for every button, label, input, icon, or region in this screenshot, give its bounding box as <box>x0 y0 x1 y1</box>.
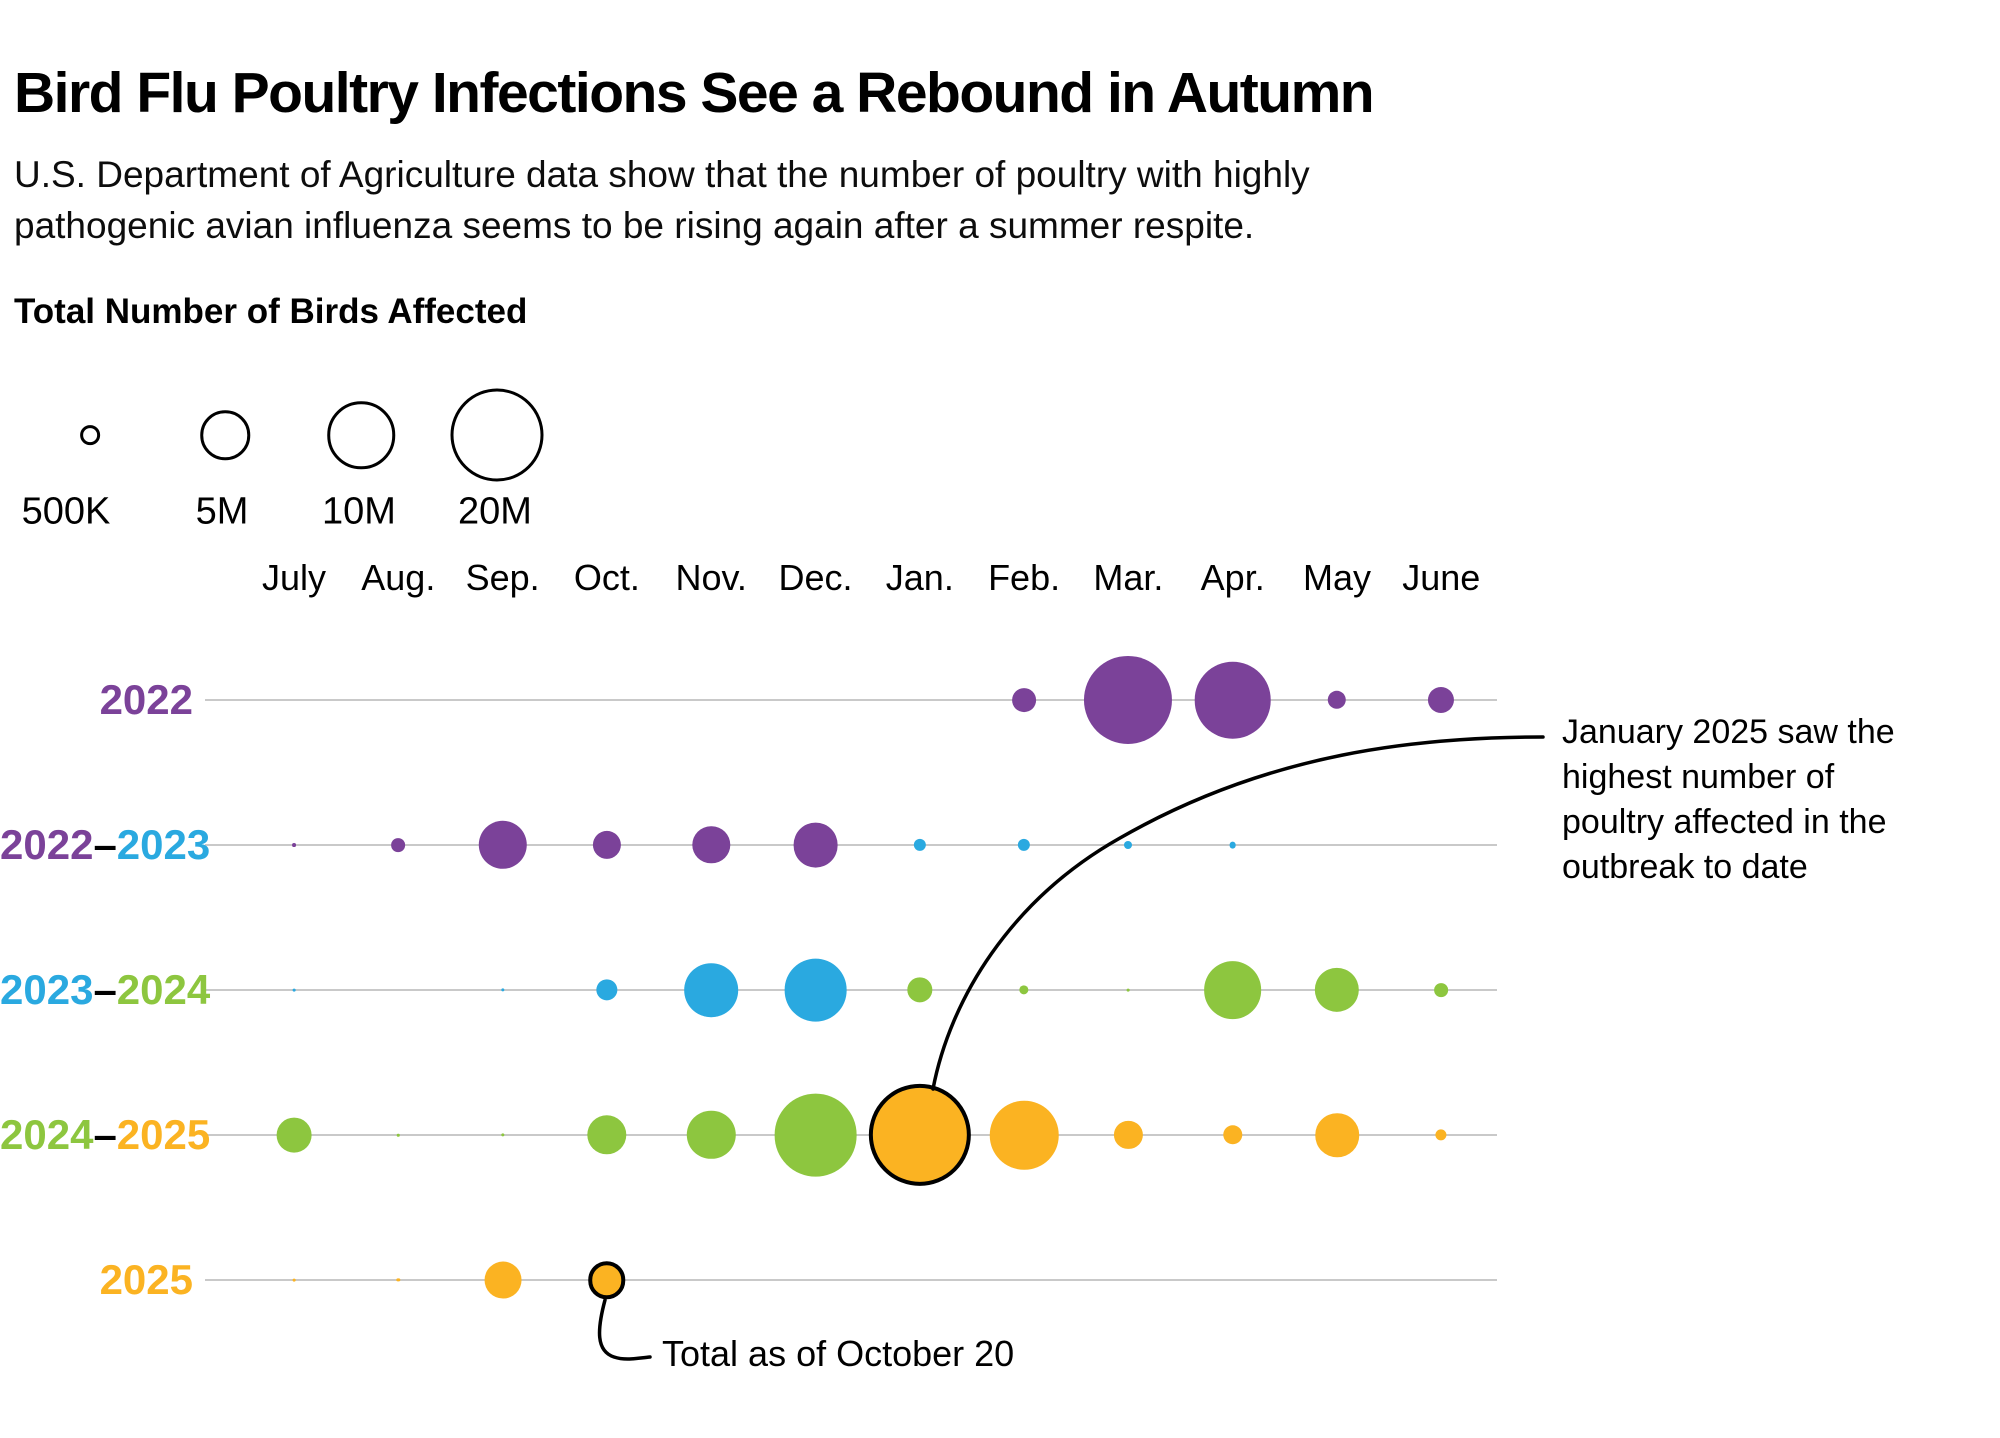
season-label-2025: 2025 <box>0 1256 193 1304</box>
annotation-jan-2025: January 2025 saw the highest number of p… <box>1562 713 1895 886</box>
month-axis-label-apr: Apr. <box>1200 557 1265 598</box>
size-legend-circle-5m <box>200 410 250 460</box>
oct-2025-connector-line <box>597 1298 652 1361</box>
bubble-2022-2023-mar <box>1124 840 1133 850</box>
bubble-2022-2023-apr <box>1229 841 1237 849</box>
season-label-2022: 2022 <box>0 676 193 724</box>
bubble-2023-2024-dec <box>784 958 847 1022</box>
page-subtitle: U.S. Department of Agriculture data show… <box>14 154 1310 247</box>
season-label-part: – <box>93 821 117 868</box>
bubble-2025-aug <box>396 1278 400 1282</box>
gridline-2022 <box>205 699 1497 701</box>
bubble-2024-2025-apr <box>1222 1125 1243 1145</box>
season-label-part: 2025 <box>116 1111 211 1158</box>
bubble-2022-2023-oct <box>592 830 621 860</box>
bubble-2022-2023-jan <box>913 838 926 852</box>
size-legend-value-10m: 10M <box>322 490 396 533</box>
bubble-2023-2024-jan <box>907 977 933 1003</box>
season-label-part: – <box>93 1111 117 1158</box>
bubble-2024-2025-feb <box>989 1100 1059 1170</box>
bubble-2022-2023-nov <box>692 826 730 864</box>
season-label-part: 2024 <box>116 966 211 1013</box>
bubble-2025-sep <box>484 1261 522 1299</box>
season-label-part: 2022 <box>99 676 193 723</box>
season-label-part: 2023 <box>0 966 94 1013</box>
bubble-2022-2023-sep <box>478 820 527 870</box>
size-legend-value-5m: 5M <box>195 490 249 533</box>
bubble-2024-2025-jan <box>868 1083 971 1187</box>
annotation-oct-2025: Total as of October 20 <box>662 1333 1015 1374</box>
bubble-2023-2024-feb <box>1019 985 1029 995</box>
bubble-2024-2025-june <box>1435 1129 1447 1141</box>
month-axis-label-may: May <box>1302 557 1372 598</box>
month-axis-label-dec: Dec. <box>778 557 853 598</box>
bubble-2023-2024-sep <box>500 988 505 992</box>
month-axis-label-feb: Feb. <box>988 557 1061 598</box>
bubble-2023-2024-apr <box>1203 961 1262 1019</box>
bubble-2024-2025-may <box>1315 1113 1359 1157</box>
month-axis-label-sep: Sep. <box>465 557 540 598</box>
bubble-2022-2023-feb <box>1017 838 1031 852</box>
bubble-2024-2025-aug <box>397 1133 400 1137</box>
month-axis-label-july: July <box>261 557 327 598</box>
month-axis-label-june: June <box>1402 557 1481 598</box>
month-axis-label-mar: Mar. <box>1093 557 1164 598</box>
season-label-part: 2025 <box>99 1256 193 1303</box>
bubble-2022-2023-aug <box>391 838 406 852</box>
bubble-2024-2025-july <box>276 1117 312 1153</box>
bubble-2022-2023-dec <box>793 822 838 868</box>
page-title: Bird Flu Poultry Infections See a Reboun… <box>14 61 1375 126</box>
gridline-2025 <box>205 1279 1497 1281</box>
size-legend-value-20m: 20M <box>458 490 532 533</box>
month-axis-label-nov: Nov. <box>675 557 747 598</box>
bubble-2023-2024-mar <box>1127 988 1130 992</box>
bubble-2025-july <box>292 1278 296 1282</box>
bubble-2023-2024-may <box>1314 967 1360 1013</box>
bubble-2024-2025-mar <box>1114 1120 1143 1150</box>
bubble-2022-2023-july <box>292 843 296 847</box>
bubble-2023-2024-july <box>292 988 296 992</box>
month-axis-label-oct: Oct. <box>573 557 640 598</box>
season-label-part: 2023 <box>116 821 211 868</box>
season-label-part: – <box>93 966 117 1013</box>
bubble-2023-2024-oct <box>596 979 618 1001</box>
bubble-2025-oct <box>588 1261 626 1299</box>
bubble-2022-feb <box>1012 688 1036 712</box>
season-label-part: 2022 <box>0 821 94 868</box>
season-label-part: 2024 <box>0 1111 94 1158</box>
bubble-2023-2024-nov <box>684 963 738 1017</box>
month-axis-label-aug: Aug. <box>361 557 436 598</box>
season-label-2023-2024: 2023–2024 <box>0 966 210 1014</box>
gridline-2023-2024 <box>205 989 1497 991</box>
size-legend-title: Total Number of Birds Affected <box>14 292 528 331</box>
size-legend-circle-10m <box>327 401 395 469</box>
bubble-2022-may <box>1327 690 1347 710</box>
bubble-2024-2025-sep <box>500 1133 505 1137</box>
gridline-2022-2023 <box>205 844 1497 846</box>
bubble-2024-2025-dec <box>774 1093 857 1177</box>
bubble-2022-june <box>1428 686 1455 714</box>
bubble-2023-2024-june <box>1434 983 1449 997</box>
size-legend-circle-500k <box>80 425 100 445</box>
size-legend-circle-20m <box>450 388 544 482</box>
bubble-2024-2025-nov <box>686 1110 736 1160</box>
bubble-2022-apr <box>1194 661 1271 739</box>
month-axis-label-jan: Jan. <box>885 557 954 598</box>
season-label-2022-2023: 2022–2023 <box>0 821 210 869</box>
jan-2025-connector-line <box>931 735 1545 1091</box>
bubble-2024-2025-oct <box>587 1115 627 1155</box>
season-label-2024-2025: 2024–2025 <box>0 1111 210 1159</box>
bubble-2022-mar <box>1084 655 1173 745</box>
size-legend-value-500k: 500K <box>21 490 111 533</box>
